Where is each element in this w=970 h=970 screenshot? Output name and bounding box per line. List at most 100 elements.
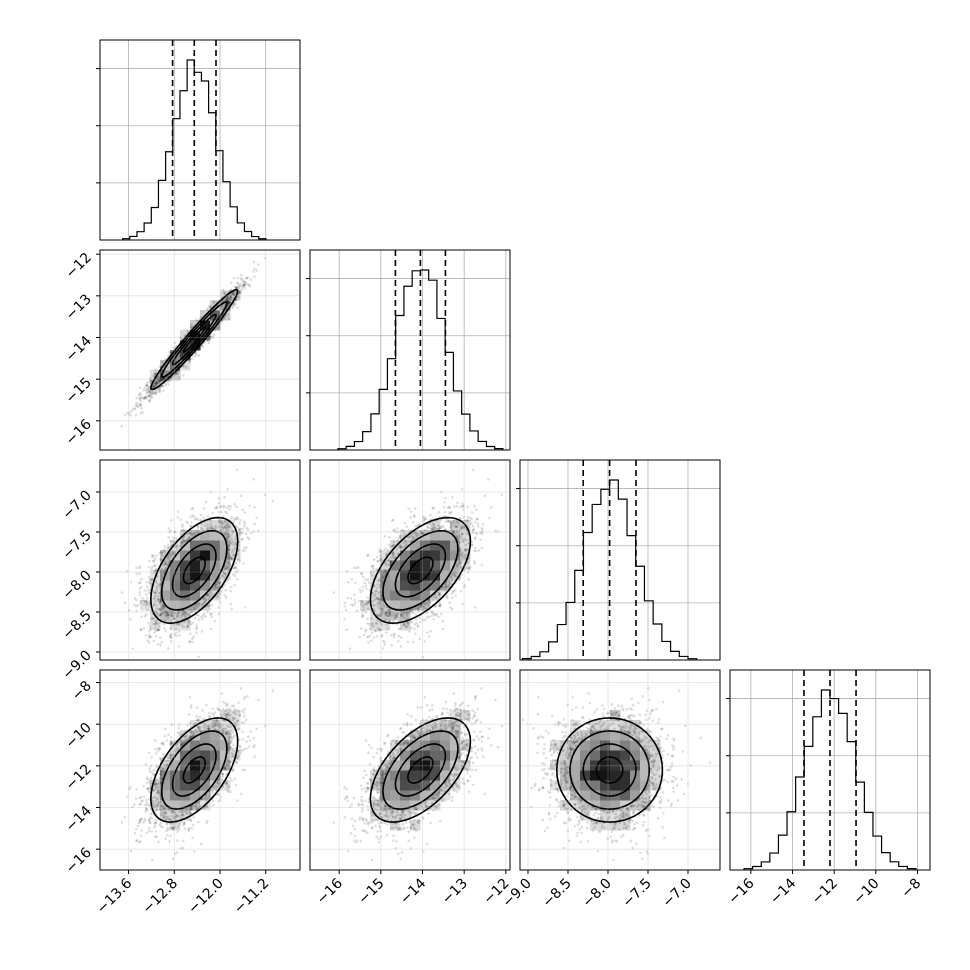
- contour-level-3: [160, 730, 228, 810]
- sample-point: [148, 376, 152, 380]
- sample-point: [379, 594, 383, 597]
- sample-point: [217, 708, 221, 711]
- sample-point: [147, 390, 151, 393]
- sample-point: [402, 529, 405, 533]
- sample-point: [432, 809, 436, 812]
- sample-point: [419, 604, 423, 607]
- sample-point: [214, 506, 217, 510]
- sample-point: [413, 735, 416, 739]
- sample-point: [195, 631, 198, 634]
- sample-point: [230, 533, 233, 537]
- density-cell: [600, 820, 611, 831]
- density-cell: [620, 740, 631, 751]
- sample-point: [134, 598, 138, 602]
- density-cell: [450, 760, 461, 771]
- sample-point: [420, 603, 424, 607]
- sample-point: [402, 616, 406, 619]
- sample-point: [414, 806, 418, 810]
- sample-point: [227, 749, 231, 753]
- sample-point: [170, 741, 173, 745]
- sample-point: [209, 490, 213, 494]
- sample-point: [146, 639, 150, 642]
- sample-point: [158, 365, 162, 368]
- sample-point: [401, 810, 405, 814]
- sample-point: [425, 842, 429, 846]
- sample-point: [228, 732, 231, 736]
- sample-point: [399, 742, 403, 746]
- sample-point: [431, 727, 435, 730]
- sample-point: [360, 795, 363, 799]
- sample-point: [241, 282, 245, 286]
- sample-point: [458, 756, 461, 760]
- sample-point: [241, 737, 245, 741]
- sample-point: [379, 829, 383, 833]
- sample-point: [380, 747, 384, 751]
- sample-point: [148, 826, 151, 830]
- sample-point: [389, 758, 393, 762]
- sample-point: [466, 713, 470, 716]
- sample-point: [194, 805, 198, 808]
- sample-point: [449, 521, 452, 524]
- sample-point: [156, 789, 160, 792]
- sample-point: [461, 532, 464, 536]
- sample-point: [220, 580, 224, 584]
- sample-point: [470, 511, 474, 514]
- sample-point: [378, 804, 381, 807]
- sample-point: [238, 744, 242, 748]
- contour-level-1: [182, 756, 206, 784]
- sample-point: [233, 285, 237, 289]
- sample-point: [222, 291, 226, 295]
- sample-point: [381, 775, 385, 778]
- sample-point: [231, 558, 234, 561]
- sample-point: [357, 599, 361, 603]
- sample-point: [450, 596, 454, 599]
- sample-point: [160, 612, 163, 616]
- sample-point: [184, 539, 188, 542]
- sample-point: [394, 748, 397, 751]
- sample-point: [211, 725, 215, 729]
- sample-point: [186, 723, 190, 727]
- sample-point: [159, 600, 163, 604]
- sample-point: [242, 520, 246, 524]
- sample-point: [225, 298, 229, 301]
- density-cell: [620, 820, 631, 831]
- sample-point: [173, 818, 176, 822]
- sample-point: [459, 703, 463, 706]
- sample-point: [172, 552, 176, 555]
- sample-point: [214, 722, 217, 726]
- sample-point: [223, 525, 227, 528]
- sample-point: [344, 608, 348, 612]
- density-cell: [640, 760, 651, 771]
- sample-point: [199, 725, 202, 729]
- sample-point: [189, 812, 192, 815]
- sample-point: [399, 636, 403, 639]
- sample-point: [153, 835, 157, 838]
- sample-point: [228, 539, 232, 542]
- sample-point: [477, 525, 480, 528]
- sample-point: [393, 528, 396, 532]
- sample-point: [181, 814, 185, 817]
- sample-point: [205, 805, 209, 809]
- sample-point: [376, 579, 380, 583]
- sample-point: [389, 613, 392, 616]
- sample-point: [390, 544, 394, 548]
- sample-point: [365, 635, 369, 639]
- sample-point: [189, 515, 192, 519]
- sample-point: [437, 524, 440, 527]
- sample-point: [212, 786, 215, 790]
- sample-point: [241, 549, 245, 552]
- sample-point: [374, 784, 378, 787]
- sample-point: [454, 525, 458, 528]
- sample-point: [441, 712, 444, 715]
- sample-point: [150, 771, 154, 774]
- sample-point: [217, 581, 221, 585]
- sample-point: [154, 747, 157, 751]
- sample-point: [147, 788, 150, 791]
- sample-point: [379, 800, 383, 804]
- sample-point: [391, 758, 395, 762]
- sample-point: [228, 526, 232, 529]
- sample-point: [412, 537, 415, 541]
- sample-point: [435, 723, 438, 727]
- density-cell: [580, 740, 591, 751]
- sample-point: [227, 556, 231, 560]
